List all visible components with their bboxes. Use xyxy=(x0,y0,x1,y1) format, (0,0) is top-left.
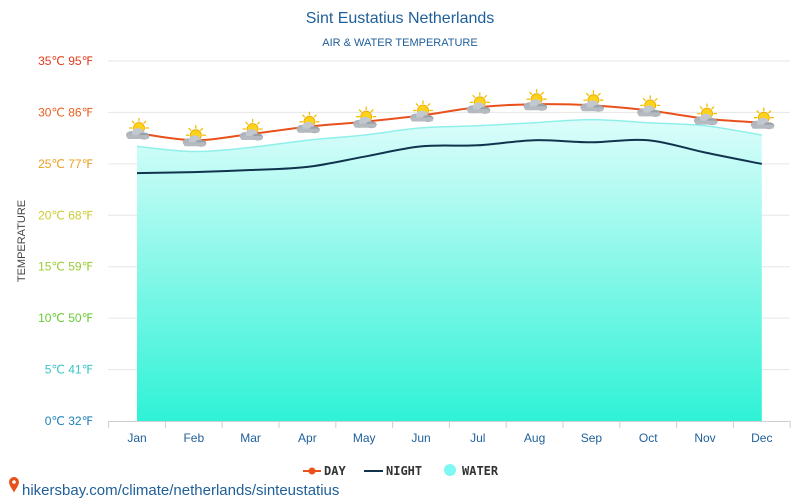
y-tick-label: 30℃ 86℉ xyxy=(38,105,93,119)
partly-cloudy-icon xyxy=(182,125,207,147)
y-tick-label: 5℃ 41℉ xyxy=(45,363,93,377)
location-pin-dot xyxy=(12,480,16,484)
legend-day-marker xyxy=(308,467,316,475)
footer: hikersbay.com/climate/netherlands/sinteu… xyxy=(9,477,339,499)
partly-cloudy-icon xyxy=(750,107,775,130)
x-tick-label: Oct xyxy=(639,431,658,445)
source-url[interactable]: hikersbay.com/climate/netherlands/sinteu… xyxy=(22,482,339,499)
y-tick-label: 10℃ 50℉ xyxy=(38,311,93,325)
x-tick-label: Nov xyxy=(694,431,715,445)
x-tick-label: Aug xyxy=(524,431,545,445)
y-tick-label: 35℃ 95℉ xyxy=(38,54,93,68)
partly-cloudy-icon xyxy=(466,92,491,114)
partly-cloudy-icon xyxy=(637,95,661,117)
night-line xyxy=(136,138,762,175)
x-tick-label: Apr xyxy=(298,431,317,445)
partly-cloudy-icon xyxy=(353,106,377,129)
legend-water-swatch xyxy=(444,464,456,476)
legend-night[interactable]: NIGHT xyxy=(364,464,422,478)
y-tick-label: 20℃ 68℉ xyxy=(38,208,93,222)
x-tick-label: May xyxy=(353,431,376,445)
x-tick-label: Feb xyxy=(183,431,204,445)
chart-title: Sint Eustatius Netherlands xyxy=(306,10,495,27)
weather-icons xyxy=(126,89,775,147)
night-series xyxy=(136,138,762,175)
legend-day-label: DAY xyxy=(324,464,346,478)
legend-night-label: NIGHT xyxy=(386,464,422,478)
y-tick-label: 25℃ 77℉ xyxy=(38,157,93,171)
x-tick-label: Jun xyxy=(411,431,430,445)
water-series xyxy=(136,118,762,421)
x-tick-label: Mar xyxy=(240,431,261,445)
location-pin-icon xyxy=(9,477,19,493)
partly-cloudy-icon xyxy=(126,117,150,140)
x-tick-label: Jan xyxy=(127,431,146,445)
legend-water[interactable]: WATER xyxy=(444,464,499,478)
legend-day[interactable]: DAY xyxy=(303,464,346,478)
x-axis: Jan Feb Mar Apr May Jun Jul Aug Sep Oct Nov Dec xyxy=(108,421,791,445)
y-tick-label: 15℃ 59℉ xyxy=(38,260,93,274)
x-tick-label: Jul xyxy=(470,431,485,445)
chart-subtitle: AIR & WATER TEMPERATURE xyxy=(322,37,477,49)
partly-cloudy-icon xyxy=(410,100,434,122)
partly-cloudy-icon xyxy=(580,90,604,112)
partly-cloudy-icon xyxy=(694,103,718,126)
partly-cloudy-icon xyxy=(239,118,264,141)
partly-cloudy-icon xyxy=(523,89,548,111)
water-line xyxy=(136,118,762,153)
water-area xyxy=(137,119,762,421)
y-tick-label: 0℃ 32℉ xyxy=(45,414,93,428)
partly-cloudy-icon xyxy=(296,111,320,134)
y-axis-label: TEMPERATURE xyxy=(16,200,28,282)
legend-water-label: WATER xyxy=(462,464,499,478)
legend: DAY NIGHT WATER xyxy=(303,464,499,478)
y-axis-ticks: 0℃ 32℉ 5℃ 41℉ 10℃ 50℉ 15℃ 59℉ 20℃ 68℉ 25℃ 77℉… xyxy=(38,54,93,428)
x-tick-label: Sep xyxy=(581,431,603,445)
x-tick-label: Dec xyxy=(751,431,772,445)
